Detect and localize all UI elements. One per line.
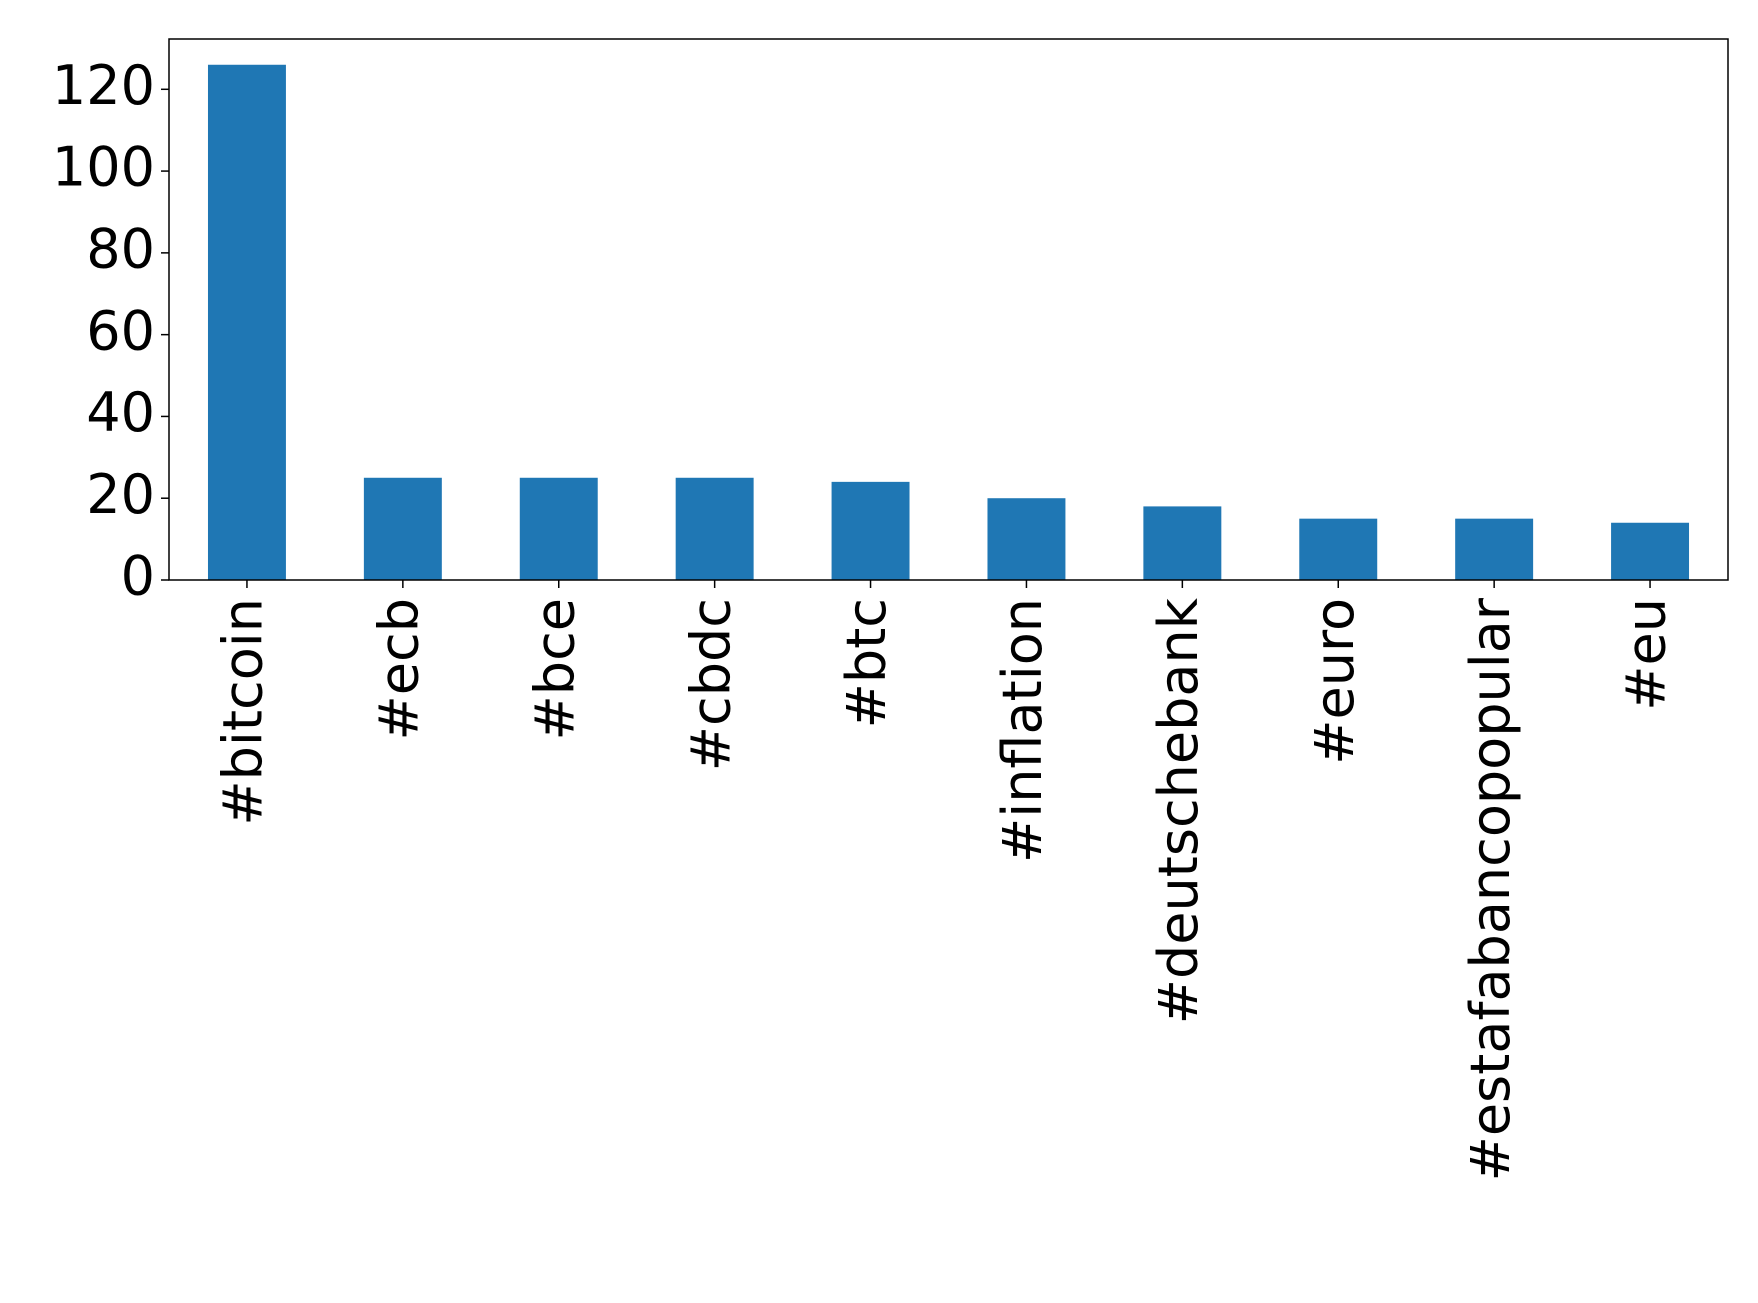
bar: [1611, 522, 1690, 580]
x-tick-label: #deutschebank: [1147, 597, 1210, 1024]
y-tick-label: 40: [86, 381, 155, 444]
x-tick-label: #bitcoin: [212, 598, 275, 826]
x-tick-label: #cbdc: [679, 598, 742, 771]
y-tick-label: 100: [52, 136, 155, 199]
x-tick-label: #estafabancopopular: [1459, 597, 1522, 1181]
bar: [1455, 518, 1534, 580]
x-tick-label: #btc: [835, 598, 898, 728]
y-tick-label: 80: [86, 218, 155, 281]
y-tick-label: 120: [52, 54, 155, 117]
x-tick-label: #ecb: [367, 598, 430, 740]
bar: [987, 498, 1066, 580]
bar: [207, 64, 286, 580]
y-tick-label: 20: [86, 463, 155, 526]
bar: [1143, 506, 1222, 580]
x-tick-label: #euro: [1303, 598, 1366, 765]
y-tick-label: 0: [121, 545, 155, 608]
x-tick-label: #bce: [523, 598, 586, 740]
bar: [1299, 518, 1378, 580]
bar: [363, 477, 442, 580]
bar: [831, 481, 910, 580]
y-tick-label: 60: [86, 299, 155, 362]
bar: [675, 477, 754, 580]
x-tick-label: #inflation: [991, 598, 1054, 863]
plot-frame: [168, 38, 1729, 581]
x-tick-label: #eu: [1615, 598, 1678, 711]
bar: [519, 477, 598, 580]
